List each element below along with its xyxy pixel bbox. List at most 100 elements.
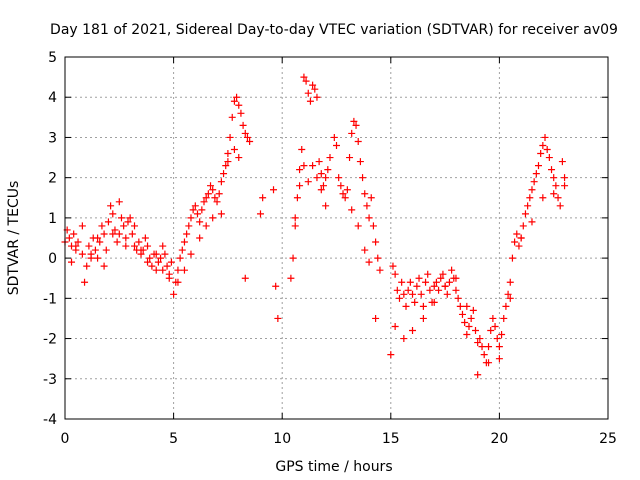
data-point xyxy=(339,190,347,198)
data-point xyxy=(211,194,219,202)
data-point xyxy=(233,93,241,101)
x-tick-label: 5 xyxy=(169,431,178,447)
data-point xyxy=(230,97,238,105)
data-point xyxy=(115,230,123,238)
data-point xyxy=(422,278,430,286)
data-point xyxy=(202,194,210,202)
data-point xyxy=(348,129,356,137)
data-point xyxy=(417,290,425,298)
data-point xyxy=(489,314,497,322)
data-point xyxy=(137,246,145,254)
data-point xyxy=(478,343,486,351)
data-point xyxy=(454,294,462,302)
data-point xyxy=(120,222,128,230)
data-point xyxy=(174,278,182,286)
data-point xyxy=(539,141,547,149)
data-point xyxy=(439,270,447,278)
data-point xyxy=(122,234,130,242)
data-point xyxy=(135,238,143,246)
data-point xyxy=(537,150,545,158)
data-point xyxy=(235,154,243,162)
y-tick-label: 5 xyxy=(48,50,57,66)
y-tick-label: 3 xyxy=(48,130,57,146)
data-point xyxy=(322,202,330,210)
data-point xyxy=(96,238,104,246)
data-point xyxy=(393,286,401,294)
data-point xyxy=(239,121,247,129)
data-point xyxy=(107,202,115,210)
data-point xyxy=(317,186,325,194)
data-point xyxy=(70,230,78,238)
data-point xyxy=(204,190,212,198)
data-point xyxy=(202,222,210,230)
data-point xyxy=(144,258,152,266)
data-point xyxy=(191,202,199,210)
x-tick-label: 10 xyxy=(273,431,291,447)
y-tick-labels: -4 -3 -2 -1 0 1 2 3 4 5 xyxy=(43,50,57,428)
data-points xyxy=(61,73,569,379)
data-point xyxy=(372,238,380,246)
data-point xyxy=(185,222,193,230)
data-point xyxy=(91,246,99,254)
x-tick-label: 15 xyxy=(382,431,400,447)
data-point xyxy=(287,274,295,282)
data-point xyxy=(398,278,406,286)
data-point xyxy=(437,274,445,282)
data-point xyxy=(94,254,102,262)
data-point xyxy=(469,306,477,314)
data-point xyxy=(309,81,317,89)
data-point xyxy=(313,93,321,101)
chart-title: Day 181 of 2021, Sidereal Day-to-day VTE… xyxy=(50,22,618,38)
data-point xyxy=(526,194,534,202)
data-point xyxy=(161,250,169,258)
data-point xyxy=(530,178,538,186)
data-point xyxy=(228,113,236,121)
data-point xyxy=(467,314,475,322)
data-point xyxy=(369,222,377,230)
data-point xyxy=(411,298,419,306)
data-point xyxy=(326,154,334,162)
data-point xyxy=(539,194,547,202)
data-point xyxy=(72,242,80,250)
data-point xyxy=(187,250,195,258)
data-point xyxy=(495,355,503,363)
data-point xyxy=(81,278,89,286)
data-point xyxy=(131,222,139,230)
data-point xyxy=(419,302,427,310)
data-point xyxy=(456,302,464,310)
data-point xyxy=(363,202,371,210)
y-tick-label: -3 xyxy=(43,372,57,388)
data-point xyxy=(550,174,558,182)
data-point xyxy=(100,262,108,270)
data-point xyxy=(424,270,432,278)
data-point xyxy=(504,290,512,298)
data-point xyxy=(300,73,308,81)
data-point xyxy=(528,186,536,194)
data-point xyxy=(85,242,93,250)
data-point xyxy=(304,178,312,186)
data-point xyxy=(241,129,249,137)
data-point xyxy=(346,154,354,162)
axis-ticks xyxy=(64,56,609,420)
data-point xyxy=(193,210,201,218)
y-axis-label: SDTVAR / TECUs xyxy=(6,181,22,296)
data-point xyxy=(352,121,360,129)
data-point xyxy=(552,182,560,190)
data-point xyxy=(311,85,319,93)
x-axis-label: GPS time / hours xyxy=(275,459,392,475)
data-point xyxy=(302,77,310,85)
data-point xyxy=(272,282,280,290)
x-tick-label: 0 xyxy=(61,431,70,447)
data-point xyxy=(348,206,356,214)
data-point xyxy=(409,327,417,335)
data-point xyxy=(500,314,508,322)
data-point xyxy=(491,322,499,330)
data-point xyxy=(448,266,456,274)
data-point xyxy=(430,282,438,290)
data-point xyxy=(131,242,139,250)
data-point xyxy=(122,242,130,250)
data-point xyxy=(506,294,514,302)
data-point xyxy=(452,286,460,294)
data-point xyxy=(534,162,542,170)
